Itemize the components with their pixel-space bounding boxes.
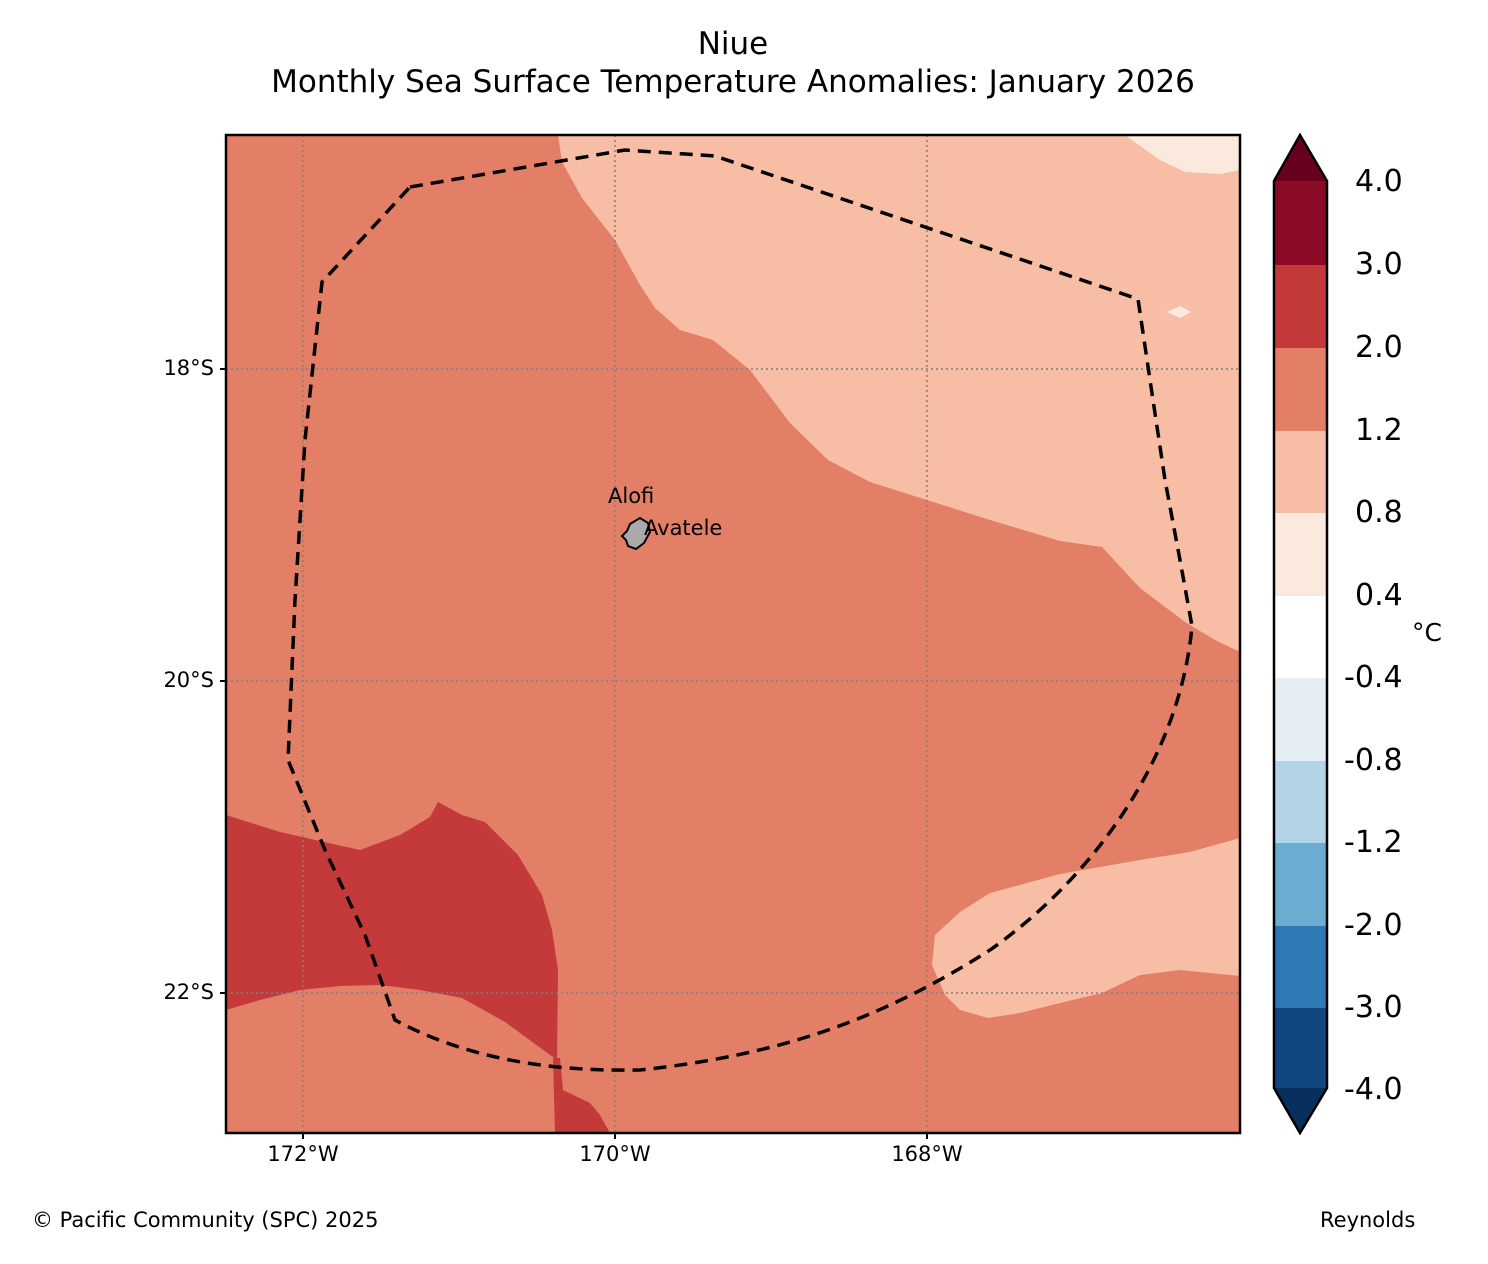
colorbar-top-extension [1274,135,1327,181]
lon-label-170w: 170°W [579,1142,651,1166]
map-title: Niue [697,26,769,62]
graticule [226,135,1240,1133]
colorbar-bottom-extension [1274,1088,1327,1133]
colorbar-tick-label: 1.2 [1355,413,1403,448]
lon-label-168w: 168°W [891,1142,963,1166]
place-label-avatele: Avatele [644,516,723,540]
colorbar-segment-0-4-to-0-8 [1274,513,1327,596]
lat-label-18s: 18°S [163,356,214,380]
data-source-label: Reynolds [1320,1208,1416,1232]
colorbar-tick-label: 2.0 [1355,330,1403,365]
anomaly-region-0-8-to-1-2-northeast [558,135,1240,652]
axis-ticks [220,368,928,1139]
anomaly-region-2-0-to-3-0-southwest [226,802,558,1060]
anomaly-region-0-4-to-0-8-northeast [1125,135,1240,174]
colorbar-segment-neg0-8-to-neg0-4 [1274,678,1327,761]
colorbar-outline [1272,132,1329,1136]
colorbar-segment-2-to-3 [1274,265,1327,348]
anomaly-region-2-0-to-3-0-south [553,1058,610,1133]
colorbar-tick-label: -0.8 [1344,743,1403,778]
anomaly-region-0-8-to-1-2-southeast [932,838,1240,1018]
niue-island [620,516,652,551]
colorbar-tick-label: 4.0 [1355,164,1403,199]
lat-label-22s: 22°S [163,980,214,1004]
colorbar-tick-label: 0.8 [1355,495,1403,530]
colorbar-tick-label: -4.0 [1344,1072,1403,1107]
lat-label-20s: 20°S [163,668,214,692]
colorbar-tick-label: -1.2 [1344,825,1403,860]
sst-anomaly-field [226,135,1240,1133]
colorbar-segment-neg0-4-to-0-4 [1274,596,1327,678]
colorbar-tick-label: -2.0 [1344,908,1403,943]
colorbar-segment-1-2-to-2 [1274,348,1327,431]
colorbar [1272,132,1329,1136]
colorbar-segment-neg2-to-neg1-2 [1274,843,1327,926]
colorbar-segment-0-8-to-1-2 [1274,431,1327,513]
colorbar-segment-neg4-to-neg3 [1274,1008,1327,1088]
anomaly-region-0-4-to-0-8-speck [1167,306,1191,318]
colorbar-segment-neg3-to-neg2 [1274,926,1327,1008]
colorbar-segment-neg1-2-to-neg0-8 [1274,761,1327,843]
eez-boundary [286,148,1194,1072]
map-subtitle: Monthly Sea Surface Temperature Anomalie… [271,64,1195,100]
copyright-notice: © Pacific Community (SPC) 2025 [32,1208,379,1232]
map-frame [224,133,1242,1135]
colorbar-unit-label: °C [1412,618,1442,647]
colorbar-tick-label: -3.0 [1344,990,1403,1025]
colorbar-tick-label: 3.0 [1355,247,1403,282]
lon-label-172w: 172°W [267,1142,339,1166]
colorbar-segment-3-to-4 [1274,181,1327,265]
colorbar-tick-label: 0.4 [1355,578,1403,613]
colorbar-tick-label: -0.4 [1344,660,1403,695]
place-label-alofi: Alofi [608,484,655,508]
